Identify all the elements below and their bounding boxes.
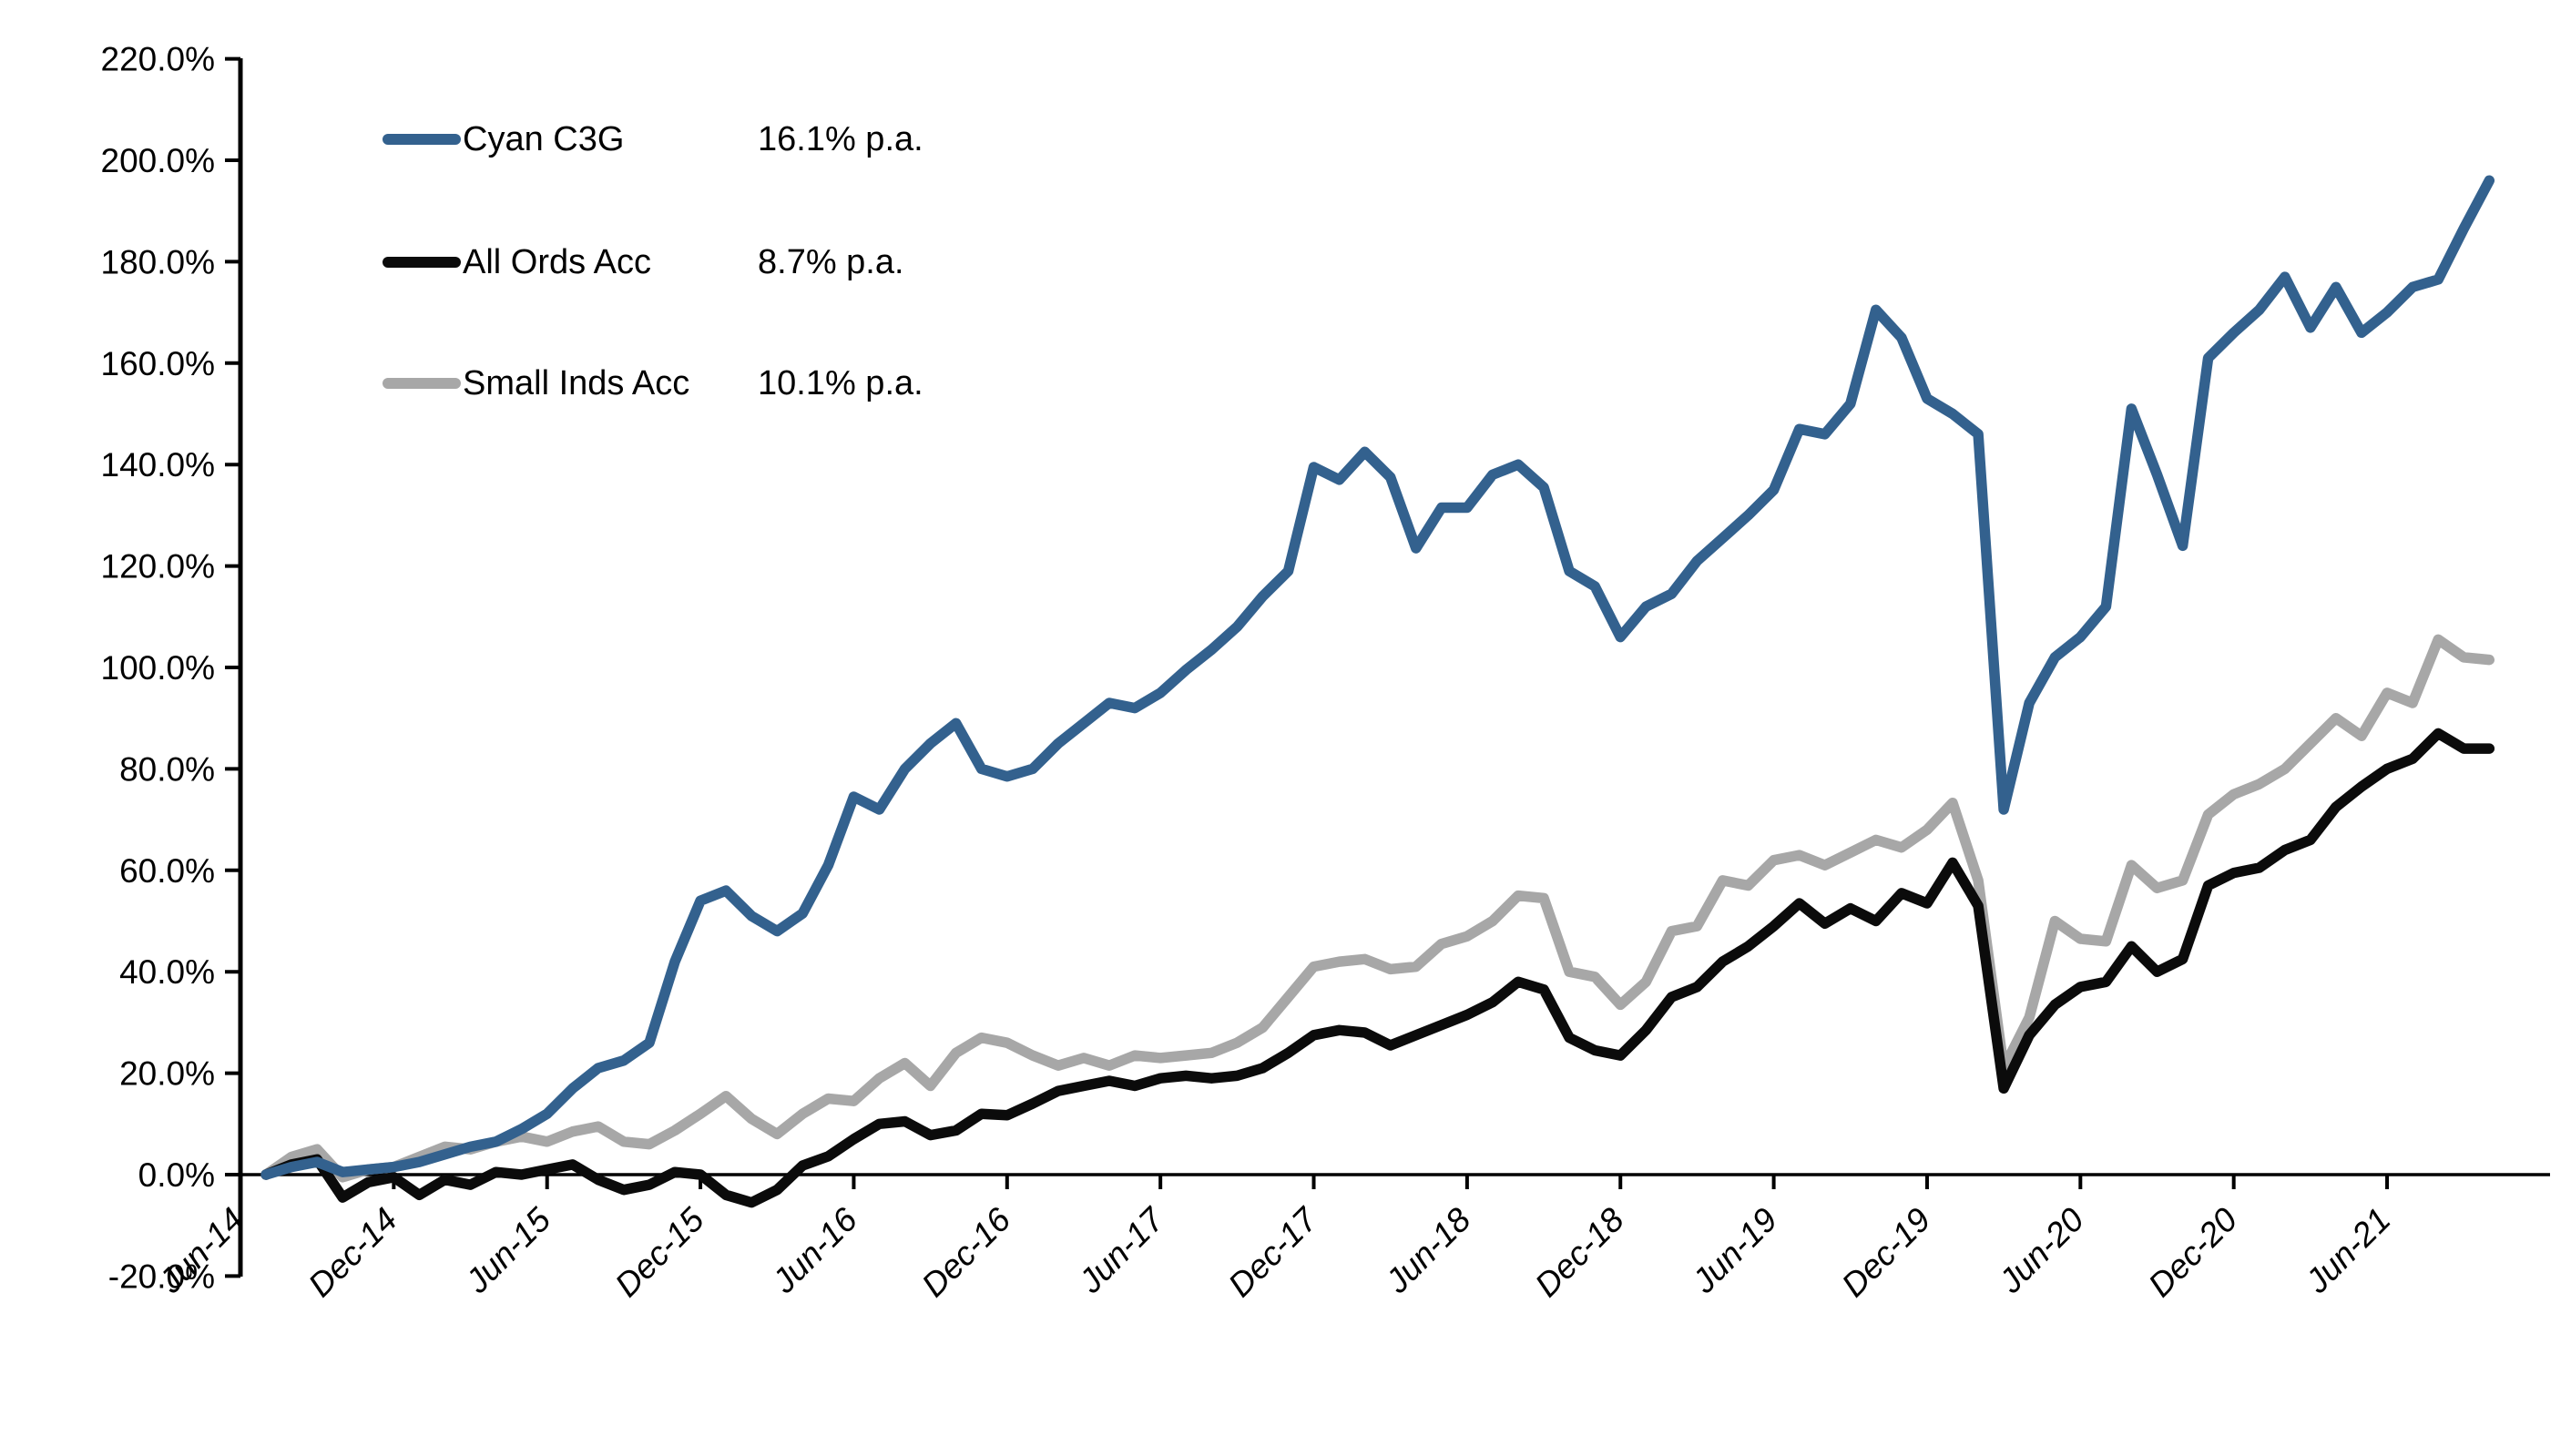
y-tick-label: 140.0%: [101, 446, 216, 484]
x-tick-label: Dec-17: [1221, 1200, 1325, 1304]
x-tick-label: Dec-15: [607, 1200, 711, 1304]
x-axis-ticks: [239, 1175, 2390, 1189]
series-line-all-ords-acc: [260, 728, 2495, 1208]
series-line-cyan-c3g: [260, 175, 2495, 1180]
x-tick-label: Jun-20: [1991, 1200, 2091, 1300]
y-tick-label: 0.0%: [138, 1156, 215, 1194]
series-lines: [260, 175, 2495, 1208]
x-axis-labels: Jun-14 Dec-14 Jun-15 Dec-15 Jun-16 Dec-16 Jun-…: [151, 1200, 2398, 1304]
y-tick-label: -20.0%: [108, 1257, 215, 1295]
x-tick-label: Dec-18: [1528, 1200, 1632, 1304]
y-axis-labels: 220.0% 200.0% 180.0% 160.0% 140.0% 120.0% 100.…: [101, 41, 216, 1296]
y-tick-label: 120.0%: [101, 548, 216, 585]
y-tick-label: 160.0%: [101, 345, 216, 382]
x-tick-label: Jun-16: [764, 1200, 864, 1300]
x-tick-label: Jun-18: [1378, 1200, 1478, 1300]
x-tick-label: Dec-19: [1834, 1201, 1937, 1304]
x-tick-label: Dec-14: [301, 1201, 404, 1304]
y-tick-label: 100.0%: [101, 649, 216, 687]
y-tick-label: 200.0%: [101, 142, 216, 179]
y-tick-label: 220.0%: [101, 41, 216, 78]
y-tick-label: 80.0%: [119, 750, 215, 788]
x-tick-label: Jun-17: [1071, 1200, 1172, 1301]
x-tick-label: Jun-21: [2298, 1201, 2398, 1301]
x-tick-label: Jun-19: [1685, 1201, 1785, 1301]
y-axis-ticks: [225, 56, 240, 1278]
y-tick-label: 40.0%: [119, 953, 215, 991]
y-tick-label: 60.0%: [119, 852, 215, 890]
x-tick-label: Dec-20: [2141, 1200, 2245, 1304]
x-tick-label: Jun-15: [458, 1200, 558, 1300]
y-tick-label: 180.0%: [101, 243, 216, 280]
x-tick-label: Dec-16: [914, 1200, 1018, 1304]
y-tick-label: 20.0%: [119, 1055, 215, 1093]
series-line-small-inds-acc: [260, 634, 2495, 1183]
